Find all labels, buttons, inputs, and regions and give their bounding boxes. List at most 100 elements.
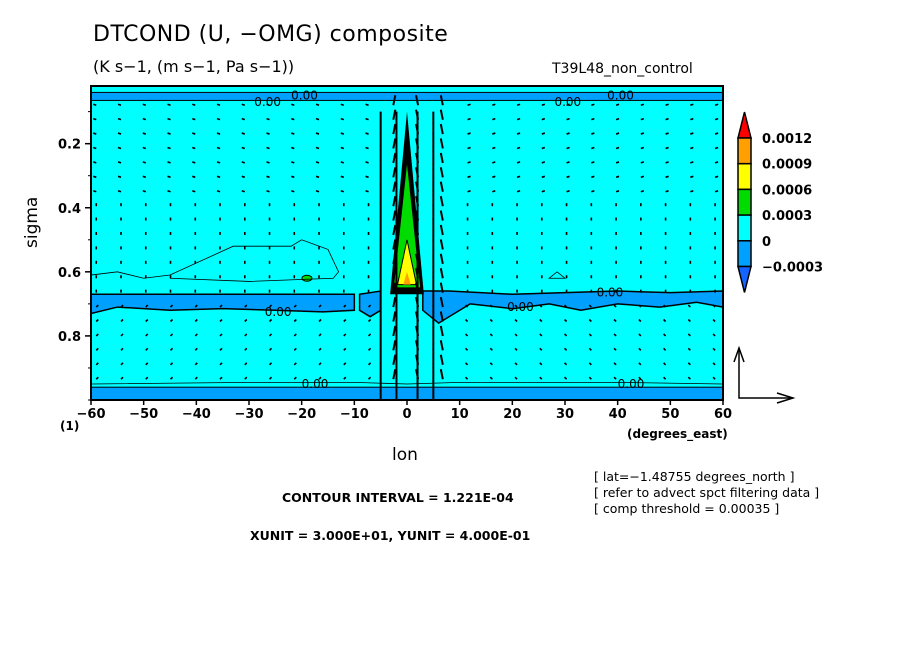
wind-vector	[613, 318, 617, 323]
wind-vector	[591, 132, 595, 135]
wind-vector	[613, 333, 617, 337]
wind-vector	[615, 161, 620, 164]
wind-vector	[315, 132, 320, 135]
wind-vector	[169, 318, 174, 323]
wind-vector	[291, 132, 295, 135]
wind-vector	[492, 132, 496, 135]
wind-vector	[315, 117, 320, 121]
wind-vector	[714, 175, 719, 179]
wind-vector	[167, 117, 171, 121]
wind-vector	[117, 103, 122, 106]
wind-vector	[95, 347, 99, 351]
wind-vector	[340, 161, 345, 164]
wind-vector	[318, 304, 322, 308]
wind-vector	[315, 175, 320, 179]
wind-vector	[514, 347, 518, 351]
wind-vector	[120, 347, 124, 351]
x-tick-label: −30	[235, 407, 264, 422]
colorbar-segment	[737, 214, 752, 242]
y-tick-label: 0.8	[58, 330, 81, 345]
wind-vector	[392, 224, 397, 236]
wind-vector	[516, 146, 521, 150]
wind-vector	[615, 146, 620, 150]
wind-vector	[340, 132, 345, 135]
wind-vector	[615, 103, 620, 106]
wind-vector	[169, 347, 174, 351]
negative-region-west	[90, 293, 356, 315]
wind-vector	[244, 362, 248, 366]
wind-vector	[690, 189, 694, 193]
wind-vector	[392, 95, 397, 106]
reference-vector	[733, 345, 796, 404]
wind-vector	[169, 362, 174, 366]
wind-vector	[216, 132, 221, 135]
x-tick-label: −40	[182, 407, 211, 422]
heating-band-0009	[403, 271, 411, 285]
wind-vector	[492, 103, 496, 106]
wind-vector	[687, 362, 691, 366]
wind-vector	[318, 333, 322, 337]
vector-units: XUNIT = 3.000E+01, YUNIT = 4.000E-01	[250, 528, 531, 543]
wind-vector	[167, 161, 171, 164]
wind-vector	[318, 376, 322, 380]
wind-vector	[392, 354, 397, 365]
wind-vector	[241, 103, 246, 106]
wind-vector	[268, 362, 273, 366]
note-threshold: [ comp threshold = 0.00035 ]	[594, 501, 780, 516]
wind-vector	[194, 347, 198, 351]
wind-vector	[340, 189, 345, 193]
wind-vector	[365, 117, 369, 121]
wind-vector	[117, 175, 122, 179]
wind-vector	[539, 333, 543, 337]
wind-vector	[712, 318, 716, 323]
wind-vector	[712, 376, 716, 380]
wind-vector	[439, 167, 444, 178]
wind-vector	[266, 117, 270, 121]
wind-vector	[268, 347, 273, 351]
wind-vector	[241, 175, 246, 179]
wind-vector	[489, 347, 493, 351]
wind-vector	[492, 175, 496, 179]
wind-vector	[541, 175, 546, 179]
wind-vector	[714, 132, 719, 135]
wind-vector	[564, 333, 568, 337]
wind-vector	[514, 304, 518, 308]
wind-vector	[638, 362, 642, 366]
contour-label: 0.00	[302, 377, 329, 391]
wind-vector	[439, 354, 444, 365]
wind-vector	[665, 117, 669, 121]
wind-vector	[439, 325, 444, 337]
wind-vector	[467, 161, 471, 164]
wind-vector	[192, 189, 196, 193]
wind-vector	[439, 109, 444, 120]
wind-vector	[318, 347, 322, 351]
wind-vector	[588, 333, 592, 337]
wind-vector	[665, 146, 669, 150]
small-positive-region	[301, 274, 313, 282]
wind-vector	[541, 146, 546, 150]
wind-vector	[117, 132, 122, 135]
wind-vector	[365, 103, 369, 106]
wind-vector	[392, 123, 397, 135]
wind-vector	[516, 161, 521, 164]
wind-vector	[145, 318, 149, 323]
wind-vector	[514, 318, 518, 323]
x-tick-label: 10	[451, 407, 469, 422]
wind-vector	[142, 175, 147, 179]
wind-vector	[663, 304, 667, 308]
wind-vector	[291, 175, 295, 179]
wind-vector	[145, 304, 149, 308]
heating-band-0003	[392, 159, 422, 289]
wind-vector	[145, 347, 149, 351]
wind-vector	[663, 347, 667, 351]
wind-vector	[219, 318, 223, 323]
wind-vector	[340, 146, 345, 150]
wind-vector	[365, 146, 369, 150]
wind-vector	[367, 333, 372, 337]
x-tick-label: −10	[340, 407, 369, 422]
wind-vector	[687, 347, 691, 351]
wind-vector	[566, 117, 570, 121]
wind-vector	[467, 175, 471, 179]
wind-vector	[663, 362, 667, 366]
wind-vector	[244, 333, 248, 337]
